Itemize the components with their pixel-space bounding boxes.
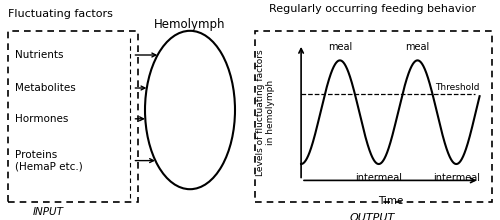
- Text: Levels of fluctuating factors
in hemolymph: Levels of fluctuating factors in hemolym…: [256, 49, 275, 176]
- Text: Hormones: Hormones: [15, 114, 68, 124]
- Text: Fluctuating factors: Fluctuating factors: [8, 9, 113, 19]
- Text: meal: meal: [328, 42, 352, 51]
- Text: Hemolymph: Hemolymph: [154, 18, 226, 31]
- Text: meal: meal: [406, 42, 429, 51]
- Text: INPUT: INPUT: [32, 207, 64, 217]
- Text: Time: Time: [378, 196, 403, 206]
- Text: Metabolites: Metabolites: [15, 83, 76, 93]
- Text: intermeal: intermeal: [355, 173, 402, 183]
- Text: Threshold: Threshold: [435, 83, 480, 92]
- Text: Regularly occurring feeding behavior: Regularly occurring feeding behavior: [269, 4, 476, 14]
- Text: intermeal: intermeal: [433, 173, 480, 183]
- Text: Proteins
(HemaP etc.): Proteins (HemaP etc.): [15, 150, 83, 171]
- Text: OUTPUT: OUTPUT: [350, 213, 395, 220]
- Text: Nutrients: Nutrients: [15, 50, 64, 60]
- Ellipse shape: [145, 31, 235, 189]
